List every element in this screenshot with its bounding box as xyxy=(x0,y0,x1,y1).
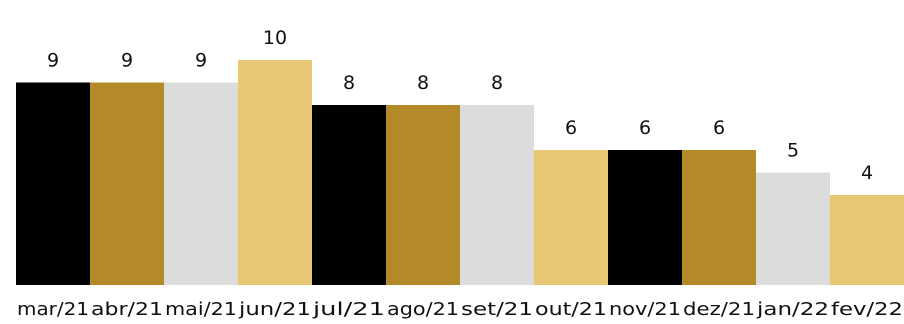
bar-jan-22 xyxy=(756,172,830,285)
x-tick-label: nov/21 xyxy=(609,299,681,320)
value-labels: 9 9 9 10 8 8 8 6 6 6 5 4 xyxy=(47,27,873,184)
bar-jul-21 xyxy=(312,105,386,285)
value-label: 9 xyxy=(195,50,207,72)
value-label: 6 xyxy=(713,117,725,139)
x-tick-label: fev/22 xyxy=(831,299,903,320)
bar-ago-21 xyxy=(386,105,460,285)
x-tick-label: jun/21 xyxy=(238,299,311,320)
value-label: 6 xyxy=(639,117,651,139)
bar-jun-21 xyxy=(238,60,312,285)
x-tick-label: dez/21 xyxy=(683,299,755,320)
bar-abr-21 xyxy=(90,82,164,285)
x-tick-label: out/21 xyxy=(535,299,607,320)
x-tick-label: ago/21 xyxy=(387,299,459,320)
x-tick-label: mai/21 xyxy=(165,299,237,320)
x-tick-label: set/21 xyxy=(461,299,533,320)
x-tick-label: abr/21 xyxy=(91,299,163,320)
x-tick-label: mar/21 xyxy=(17,299,89,320)
bar-dez-21 xyxy=(682,150,756,285)
bar-out-21 xyxy=(534,150,608,285)
bar-set-21 xyxy=(460,105,534,285)
bar-fev-22 xyxy=(830,195,904,285)
value-label: 9 xyxy=(121,50,133,72)
value-label: 6 xyxy=(565,117,577,139)
bar-nov-21 xyxy=(608,150,682,285)
value-label: 4 xyxy=(861,162,873,184)
value-label: 8 xyxy=(491,72,503,94)
bars xyxy=(16,60,904,285)
x-tick-label: jan/22 xyxy=(756,299,829,320)
bar-mar-21 xyxy=(16,82,90,285)
value-label: 9 xyxy=(47,50,59,72)
value-label: 10 xyxy=(263,27,287,49)
x-tick-labels: mar/21 abr/21 mai/21 jun/21 jul/21 ago/21 set/… xyxy=(17,299,903,320)
x-tick-label: jul/21 xyxy=(312,299,385,320)
value-label: 8 xyxy=(343,72,355,94)
value-label: 8 xyxy=(417,72,429,94)
bar-mai-21 xyxy=(164,82,238,285)
value-label: 5 xyxy=(787,140,799,162)
